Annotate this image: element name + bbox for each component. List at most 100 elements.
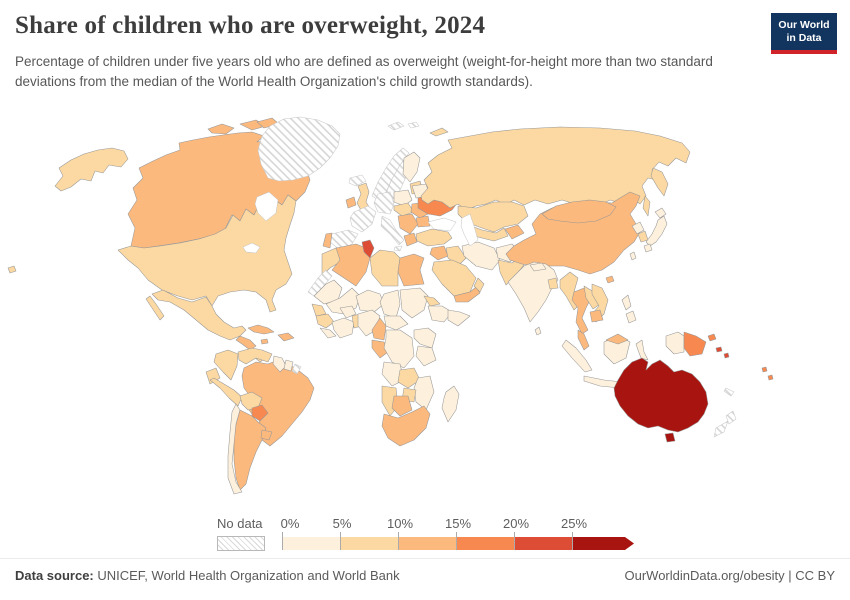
- country-baja-california[interactable]: [145, 295, 165, 321]
- country-sri-lanka[interactable]: [534, 326, 542, 336]
- country-madagascar[interactable]: [441, 385, 460, 423]
- country-svalbard[interactable]: [407, 121, 420, 129]
- country-libya[interactable]: [369, 249, 401, 287]
- country-greece[interactable]: [403, 232, 418, 247]
- country-papua-new-guinea[interactable]: [707, 333, 717, 342]
- country-solomon-islands[interactable]: [715, 346, 723, 353]
- country-iceland[interactable]: [348, 174, 367, 187]
- country-alaska[interactable]: [54, 147, 129, 192]
- country-central-europe[interactable]: [373, 191, 395, 215]
- country-mongolia[interactable]: [541, 199, 617, 224]
- country-mexico[interactable]: [151, 289, 247, 341]
- country-tanzania[interactable]: [415, 345, 437, 367]
- country-kyrgyzstan-tajikistan[interactable]: [504, 224, 525, 240]
- country-finland[interactable]: [402, 151, 421, 183]
- country-japan[interactable]: [643, 243, 653, 253]
- country-solomon-islands[interactable]: [723, 352, 730, 359]
- country-senegal[interactable]: [311, 303, 327, 317]
- country-czech-hungary[interactable]: [393, 202, 415, 217]
- country-north-korea[interactable]: [631, 221, 645, 235]
- country-zambia[interactable]: [397, 367, 421, 389]
- country-novaya-zemlya[interactable]: [429, 127, 449, 137]
- credit-link[interactable]: OurWorldinData.org/obesity | CC BY: [624, 568, 836, 583]
- country-greenland[interactable]: [257, 116, 341, 182]
- country-philippines[interactable]: [625, 310, 637, 324]
- country-malaysia[interactable]: [605, 333, 629, 345]
- country-cameroon[interactable]: [371, 317, 387, 341]
- country-indonesia[interactable]: [635, 339, 649, 361]
- country-hainan[interactable]: [605, 275, 615, 284]
- country-hawaii[interactable]: [7, 265, 17, 274]
- legend-seg-5-10[interactable]: [340, 537, 398, 550]
- country-burkina-faso[interactable]: [339, 305, 357, 319]
- country-jamaica[interactable]: [260, 338, 269, 345]
- country-oman[interactable]: [473, 277, 485, 293]
- country-japan[interactable]: [645, 215, 668, 247]
- country-eritrea[interactable]: [423, 295, 441, 307]
- country-guyana[interactable]: [272, 355, 287, 373]
- country-south-africa[interactable]: [381, 405, 431, 447]
- country-bulgaria[interactable]: [415, 215, 431, 228]
- country-vanuatu[interactable]: [761, 366, 768, 373]
- legend-seg-20-25[interactable]: [514, 537, 572, 550]
- country-malaysia[interactable]: [577, 329, 590, 351]
- country-sakhalin[interactable]: [642, 195, 651, 217]
- country-italy[interactable]: [380, 215, 405, 246]
- country-balkans[interactable]: [397, 213, 419, 235]
- country-japan[interactable]: [654, 207, 667, 219]
- country-suriname[interactable]: [283, 359, 294, 372]
- legend-colorbar[interactable]: [282, 537, 634, 550]
- legend-seg-25-plus[interactable]: [572, 537, 634, 550]
- country-saudi-arabia[interactable]: [431, 259, 477, 297]
- country-australia[interactable]: [613, 357, 709, 433]
- legend-no-data-swatch[interactable]: [217, 536, 265, 551]
- country-cuba[interactable]: [247, 324, 275, 335]
- country-paraguay[interactable]: [251, 404, 269, 422]
- country-iran[interactable]: [461, 241, 501, 271]
- country-ivory-coast-ghana[interactable]: [331, 317, 355, 339]
- country-yemen[interactable]: [453, 286, 481, 303]
- legend-seg-15-20[interactable]: [456, 537, 514, 550]
- country-turkey[interactable]: [415, 228, 453, 247]
- legend-seg-10-15[interactable]: [398, 537, 456, 550]
- country-chad[interactable]: [379, 289, 401, 319]
- country-drc[interactable]: [383, 329, 415, 369]
- country-sudan[interactable]: [399, 287, 429, 319]
- country-peru[interactable]: [209, 377, 243, 407]
- country-venezuela[interactable]: [237, 347, 273, 365]
- country-arctic-island[interactable]: [207, 123, 235, 135]
- country-philippines[interactable]: [621, 294, 632, 311]
- country-central-america[interactable]: [235, 335, 257, 351]
- country-bangladesh[interactable]: [547, 277, 559, 290]
- country-indonesia[interactable]: [561, 339, 593, 373]
- country-fiji[interactable]: [767, 374, 774, 381]
- country-mauritania[interactable]: [313, 279, 343, 305]
- country-sicily[interactable]: [393, 245, 403, 252]
- country-chile[interactable]: [227, 403, 243, 495]
- country-cambodia[interactable]: [589, 309, 604, 323]
- country-somalia[interactable]: [447, 309, 471, 327]
- owid-logo[interactable]: Our World in Data: [771, 13, 837, 50]
- country-uganda-kenya[interactable]: [413, 327, 437, 349]
- country-iraq[interactable]: [445, 245, 467, 267]
- country-taiwan[interactable]: [629, 251, 637, 261]
- country-colombia[interactable]: [213, 349, 239, 381]
- country-nepal[interactable]: [529, 262, 547, 272]
- country-new-zealand[interactable]: [713, 420, 729, 438]
- country-kamchatka[interactable]: [650, 167, 669, 197]
- country-france[interactable]: [349, 205, 377, 233]
- country-tunisia[interactable]: [361, 239, 375, 259]
- country-poland[interactable]: [393, 189, 413, 207]
- country-new-caledonia[interactable]: [723, 387, 735, 397]
- country-gabon-congo[interactable]: [371, 339, 389, 359]
- country-svalbard[interactable]: [387, 121, 405, 131]
- country-usa[interactable]: [117, 194, 297, 313]
- country-portugal[interactable]: [322, 232, 333, 249]
- country-niger[interactable]: [355, 289, 385, 313]
- country-botswana[interactable]: [391, 395, 413, 417]
- country-guinea[interactable]: [315, 313, 335, 329]
- country-central-african-republic[interactable]: [383, 315, 409, 331]
- country-french-guiana[interactable]: [291, 363, 302, 375]
- country-sierra-leone-liberia[interactable]: [319, 327, 337, 339]
- country-ireland[interactable]: [345, 196, 357, 209]
